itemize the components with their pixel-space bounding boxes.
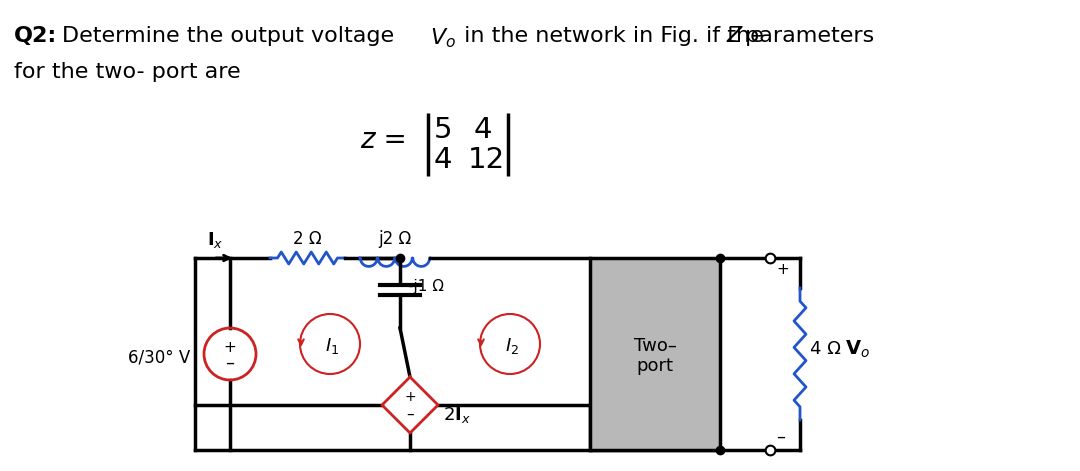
Text: port: port bbox=[636, 357, 674, 375]
Text: Z: Z bbox=[726, 26, 741, 46]
Text: +: + bbox=[224, 340, 237, 355]
Text: Q2:: Q2: bbox=[14, 26, 57, 46]
Text: –: – bbox=[777, 428, 785, 446]
Text: $2\mathbf{I}_x$: $2\mathbf{I}_x$ bbox=[443, 405, 471, 425]
Text: $I_2$: $I_2$ bbox=[505, 336, 519, 356]
Text: 6/30° V: 6/30° V bbox=[127, 349, 190, 367]
Text: 2 Ω: 2 Ω bbox=[293, 230, 322, 248]
Text: 4: 4 bbox=[434, 146, 453, 174]
Text: –: – bbox=[406, 406, 414, 422]
Text: for the two- port are: for the two- port are bbox=[14, 62, 241, 82]
Text: z =: z = bbox=[360, 126, 407, 154]
Text: 4 Ω: 4 Ω bbox=[810, 340, 841, 358]
Text: $V_o$: $V_o$ bbox=[430, 26, 456, 49]
Text: $I_1$: $I_1$ bbox=[325, 336, 339, 356]
Text: j2 Ω: j2 Ω bbox=[378, 230, 411, 248]
Text: +: + bbox=[404, 390, 416, 404]
Text: 5: 5 bbox=[434, 116, 453, 144]
Text: Two–: Two– bbox=[634, 337, 676, 355]
Text: 12: 12 bbox=[468, 146, 505, 174]
Bar bbox=[590, 258, 720, 450]
Text: +: + bbox=[777, 262, 788, 277]
Text: $\mathbf{I}_x$: $\mathbf{I}_x$ bbox=[207, 230, 224, 250]
Text: 4: 4 bbox=[474, 116, 492, 144]
Text: -j1 Ω: -j1 Ω bbox=[408, 279, 444, 294]
Text: $\mathbf{V}_o$: $\mathbf{V}_o$ bbox=[845, 338, 870, 360]
Text: Determine the output voltage: Determine the output voltage bbox=[62, 26, 402, 46]
Text: parameters: parameters bbox=[738, 26, 874, 46]
Text: –: – bbox=[226, 354, 234, 372]
Text: in the network in Fig. if the: in the network in Fig. if the bbox=[457, 26, 771, 46]
